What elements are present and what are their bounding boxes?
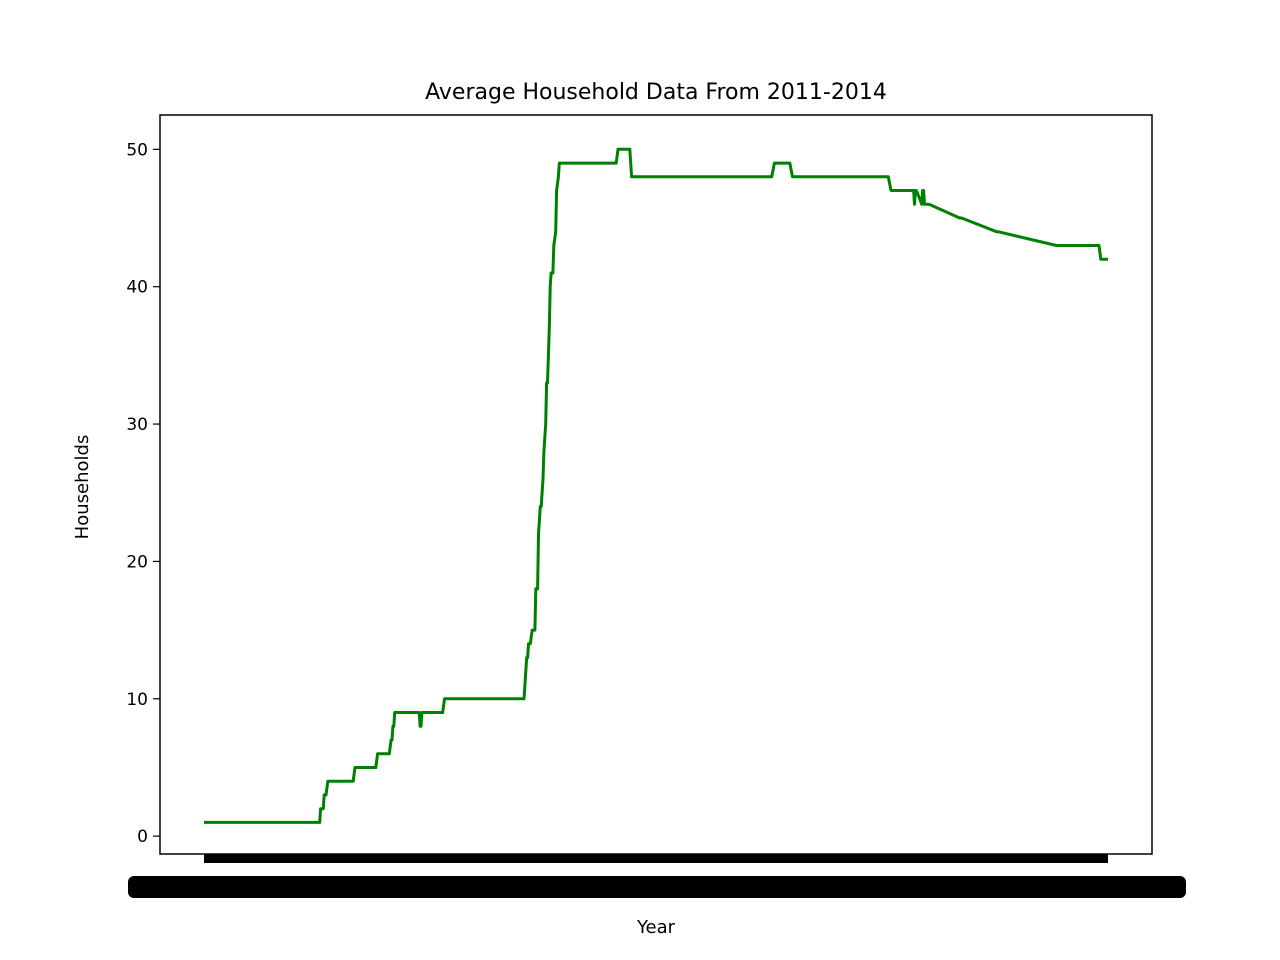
x-axis	[128, 854, 1186, 898]
x-tick-labels-overlapped	[128, 876, 1186, 898]
y-axis-label: Households	[72, 435, 93, 540]
y-tick-label: 10	[126, 690, 148, 710]
x-tick-marks	[204, 854, 1108, 863]
y-tick-label: 20	[126, 552, 148, 572]
y-tick-label: 30	[126, 415, 148, 435]
series-line-0	[204, 147, 1108, 824]
plot-frame	[159, 114, 1153, 855]
x-axis-label: Year	[636, 917, 676, 938]
y-tick-label: 40	[126, 278, 148, 298]
chart-title: Average Household Data From 2011-2014	[425, 80, 887, 105]
y-tick-label: 0	[137, 827, 148, 847]
y-tick-label: 50	[126, 140, 148, 160]
series-layer	[204, 147, 1108, 824]
y-axis: 0 10 20 30 40 50	[126, 140, 160, 847]
